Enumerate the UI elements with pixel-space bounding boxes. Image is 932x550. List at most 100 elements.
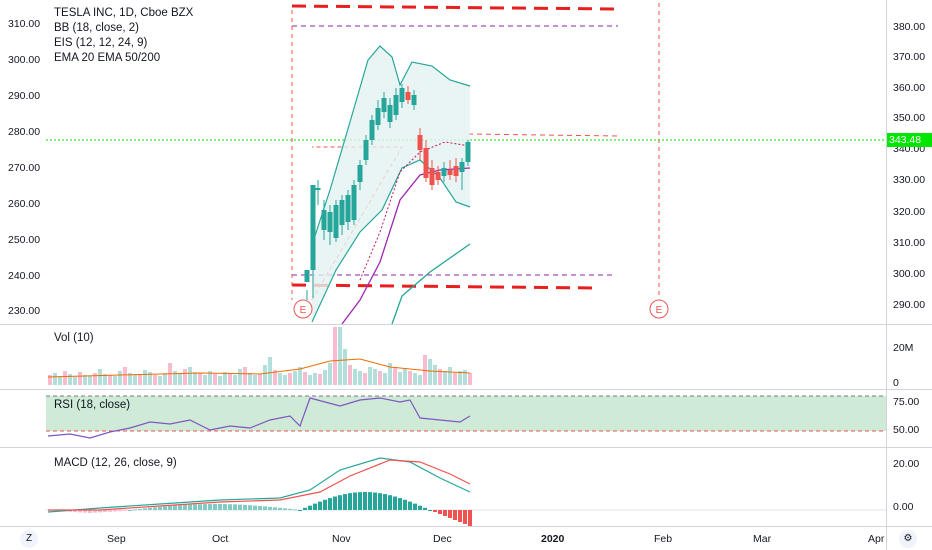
volume-bar (53, 373, 57, 385)
macd-pane[interactable]: MACD (12, 26, close, 9) 20.00 0.00 (0, 448, 932, 526)
volume-bar (173, 371, 177, 385)
candle-body (393, 95, 399, 115)
legend-ema[interactable]: EMA 20 EMA 50/200 (54, 52, 161, 64)
volume-bar (313, 373, 317, 385)
macd-histogram-bar (183, 504, 187, 510)
left-axis-tick: 300.00 (8, 54, 41, 66)
macd-histogram-bar (143, 508, 147, 510)
macd-histogram-bar (258, 505, 262, 510)
candle-body (321, 210, 327, 230)
macd-histogram-bar (393, 496, 397, 510)
right-axis-tick: 320.00 (893, 206, 926, 218)
candle-body (345, 195, 351, 222)
right-axis-tick: 380.00 (893, 21, 926, 33)
candle-body (327, 212, 333, 232)
macd-histogram-bar (153, 507, 157, 510)
macd-histogram-bar (268, 506, 272, 510)
macd-histogram-bar (293, 509, 297, 511)
macd-histogram-bar (433, 510, 437, 512)
volume-bar (378, 371, 382, 385)
volume-bar (263, 365, 267, 385)
macd-histogram-bar (238, 504, 242, 510)
macd-histogram-bar (463, 510, 467, 524)
volume-bar (468, 373, 472, 385)
legend-bb[interactable]: BB (18, close, 2) (54, 22, 140, 34)
volume-bar (383, 373, 387, 385)
legend-symbol[interactable]: TESLA INC, 1D, Cboe BZX (54, 7, 194, 19)
volume-bar (258, 374, 262, 385)
volume-bar (228, 373, 232, 385)
left-axis-tick: 230.00 (8, 305, 41, 317)
price-scale-border (886, 0, 887, 550)
rsi-pane[interactable]: RSI (18, close) 75.00 50.00 (0, 390, 932, 447)
right-axis-tick: 290.00 (893, 299, 926, 311)
time-axis-tick: Mar (753, 533, 772, 545)
macd-histogram-bar (188, 504, 192, 510)
macd-histogram-bar (323, 499, 327, 510)
volume-bar (98, 369, 102, 385)
macd-histogram-bar (283, 508, 287, 510)
candle-body (465, 142, 471, 162)
volume-bar (243, 367, 247, 385)
time-axis[interactable]: Sep Oct Nov Dec 2020 Feb Mar Apr Z ⚙ (0, 527, 932, 550)
main-legend: TESLA INC, 1D, Cboe BZX BB (18, close, 2… (54, 6, 193, 66)
volume-bar (88, 376, 92, 385)
volume-bar (388, 363, 392, 385)
left-axis-tick: 280.00 (8, 126, 41, 138)
macd-histogram-bar (158, 506, 162, 510)
candle-body (453, 166, 459, 176)
volume-bar (118, 371, 122, 385)
macd-histogram-bar (88, 510, 92, 513)
rsi-band (46, 396, 886, 431)
macd-histogram-bar (168, 505, 172, 510)
volume-legend[interactable]: Vol (10) (54, 332, 94, 344)
right-axis-tick: 330.00 (893, 174, 926, 186)
macd-histogram-bar (443, 510, 447, 516)
volume-pane[interactable]: Vol (10) 20M 0 (0, 325, 932, 389)
volume-bar (298, 367, 302, 385)
volume-bar (273, 370, 277, 385)
volume-bar (188, 367, 192, 385)
macd-histogram-bar (223, 504, 227, 510)
volume-bar (353, 369, 357, 385)
macd-histogram-bar (363, 492, 367, 510)
time-axis-tick: Oct (212, 533, 229, 545)
macd-histogram-bar (413, 503, 417, 510)
volume-chart[interactable] (0, 325, 932, 389)
zoom-button[interactable]: Z (20, 530, 38, 548)
left-axis-tick: 250.00 (8, 234, 41, 246)
candle-body (435, 172, 441, 180)
earnings-marker (293, 299, 313, 319)
macd-histogram-bar (438, 510, 442, 514)
macd-histogram-bar (383, 494, 387, 510)
macd-chart[interactable] (0, 448, 932, 526)
volume-bar (203, 375, 207, 385)
pane-divider[interactable] (0, 389, 932, 390)
macd-histogram-bar (308, 505, 312, 510)
gear-icon[interactable]: ⚙ (899, 530, 917, 548)
rsi-legend[interactable]: RSI (18, close) (54, 399, 131, 411)
time-axis-tick: Feb (654, 533, 673, 545)
candle-body (339, 200, 345, 225)
macd-histogram-bar (248, 505, 252, 510)
volume-bar (193, 372, 197, 385)
left-axis-tick: 270.00 (8, 162, 41, 174)
legend-eis[interactable]: EIS (12, 12, 24, 9) (54, 37, 148, 49)
pane-divider[interactable] (0, 447, 932, 448)
volume-bar (323, 370, 327, 385)
volume-bar (463, 370, 467, 385)
volume-bar (233, 375, 237, 385)
macd-histogram-bar (358, 492, 362, 510)
candle-body (405, 92, 411, 100)
rsi-chart[interactable] (0, 390, 932, 447)
macd-histogram-bar (398, 498, 402, 510)
volume-bar (328, 363, 332, 385)
volume-axis-tick: 0 (893, 377, 899, 389)
macd-histogram-bar (318, 501, 322, 510)
pane-divider[interactable] (0, 324, 932, 325)
volume-bar (198, 373, 202, 385)
volume-bar (403, 369, 407, 385)
macd-legend[interactable]: MACD (12, 26, close, 9) (54, 457, 177, 469)
